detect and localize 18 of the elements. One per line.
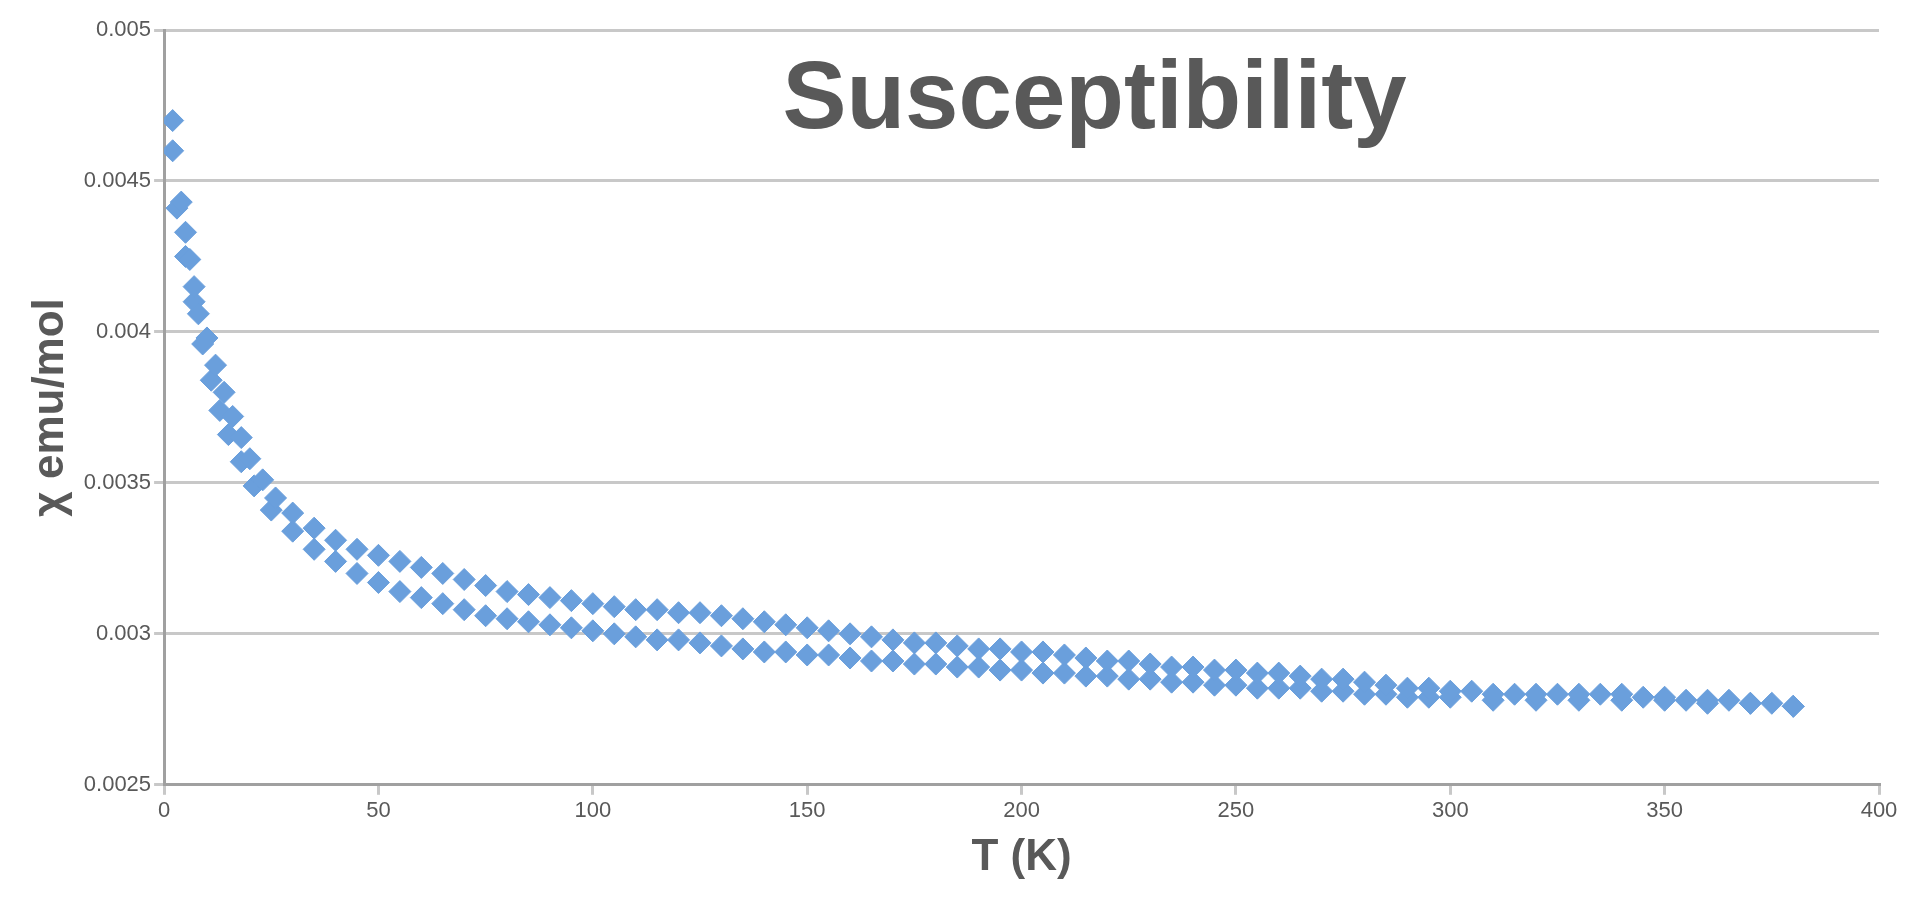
x-tick-label: 350 [1646, 797, 1683, 823]
x-axis-title: T (K) [971, 829, 1072, 879]
x-tick-label: 400 [1860, 797, 1898, 823]
x-tick-label: 300 [1431, 797, 1469, 823]
chart-title: Susceptibility [781, 40, 1408, 150]
x-tick-label: 50 [366, 797, 391, 823]
y-tick-label: 0.0045 [83, 167, 152, 193]
y-tick-label: 0.003 [96, 619, 152, 645]
y-tick-label: 0.0035 [83, 468, 152, 494]
y-tick-label: 0.0025 [83, 770, 152, 796]
y-axis-title: χ emu/mol [22, 298, 72, 517]
x-tick-label: 100 [574, 797, 612, 823]
x-tick-label: 250 [1217, 797, 1255, 823]
x-tick-label: 200 [1003, 797, 1040, 823]
y-tick-label: 0.004 [96, 317, 152, 343]
y-tick-label: 0.005 [96, 16, 152, 42]
x-tick-label: 0 [157, 797, 171, 823]
x-tick-label: 150 [788, 797, 826, 823]
